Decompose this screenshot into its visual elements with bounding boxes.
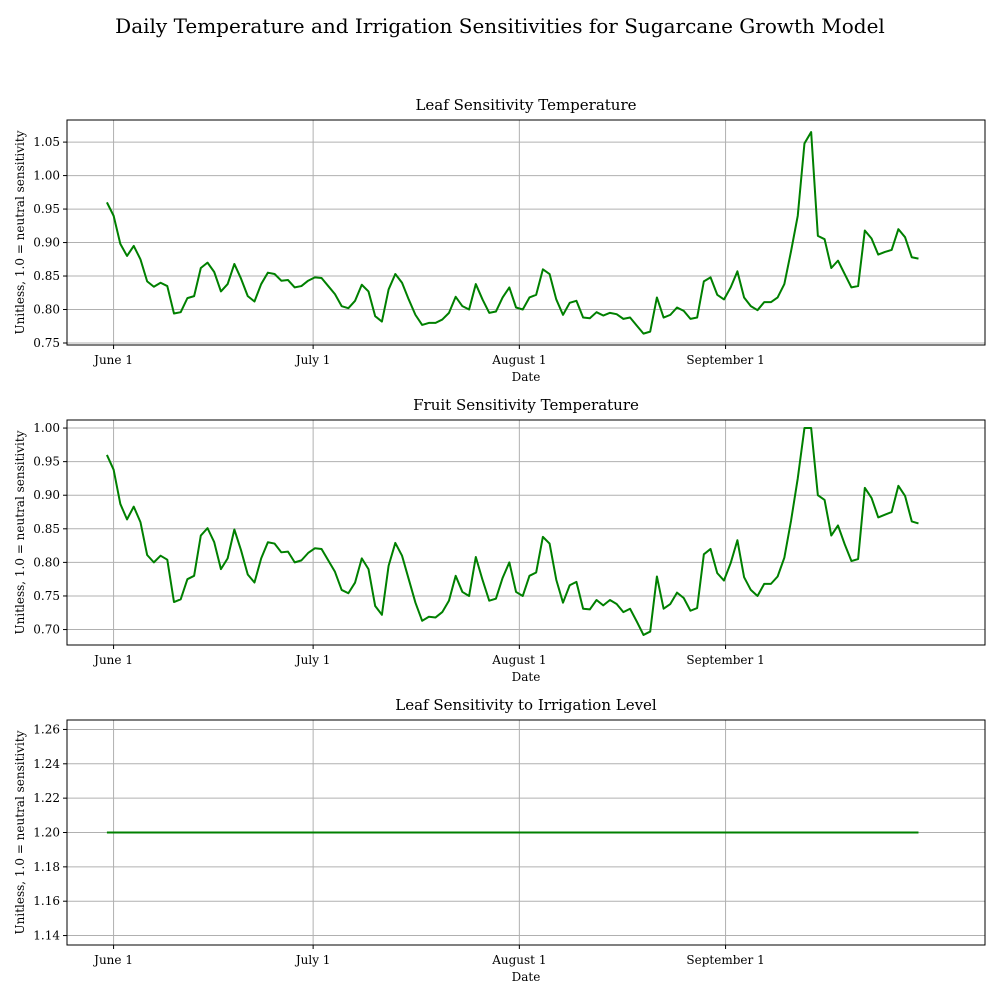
y-tick-label: 0.90 <box>33 236 60 250</box>
x-tick-label: July 1 <box>294 653 331 667</box>
panel-title: Fruit Sensitivity Temperature <box>413 396 639 414</box>
y-tick-label: 0.95 <box>33 455 60 469</box>
y-tick-label: 1.18 <box>33 860 60 874</box>
x-axis-label: Date <box>512 370 541 384</box>
y-tick-label: 1.16 <box>33 894 60 908</box>
chart-panel-1: June 1 July 1 August 1 September 1 0.75 0.80 0… <box>13 96 986 384</box>
x-tick-label: June 1 <box>92 653 133 667</box>
x-tick-label: July 1 <box>294 953 331 967</box>
y-tick-label: 1.00 <box>33 169 60 183</box>
y-tick-label: 0.75 <box>33 336 60 350</box>
x-tick-label: June 1 <box>92 953 133 967</box>
y-tick-label: 1.24 <box>33 757 60 771</box>
x-axis-label: Date <box>512 670 541 684</box>
y-tick-label: 0.70 <box>33 623 60 637</box>
x-tick-label: June 1 <box>92 353 133 367</box>
series-line <box>105 427 919 636</box>
x-tick-label: August 1 <box>491 353 546 367</box>
panel-title: Leaf Sensitivity Temperature <box>415 96 636 114</box>
figure-title: Daily Temperature and Irrigation Sensiti… <box>115 14 885 38</box>
y-tick-label: 1.00 <box>33 421 60 435</box>
x-tick-label: September 1 <box>686 353 764 367</box>
x-tick-label: July 1 <box>294 353 331 367</box>
x-axis-label: Date <box>512 970 541 984</box>
x-tick-label: September 1 <box>686 653 764 667</box>
y-axis-label: Unitless, 1.0 = neutral sensitivity <box>13 130 27 334</box>
y-tick-label: 1.14 <box>33 929 60 943</box>
chart-panel-2: June 1 July 1 August 1 September 1 0.70 0.75 0… <box>13 396 986 684</box>
panel-title: Leaf Sensitivity to Irrigation Level <box>395 696 657 714</box>
series-line <box>106 131 919 335</box>
y-axis-label: Unitless, 1.0 = neutral sensitivity <box>13 730 27 934</box>
y-tick-label: 0.80 <box>33 303 60 317</box>
y-tick-label: 0.75 <box>33 589 60 603</box>
plot-frame <box>66 419 986 646</box>
plot-frame <box>66 119 986 346</box>
y-tick-label: 0.85 <box>33 522 60 536</box>
chart-panel-3: June 1 July 1 August 1 September 1 1.14 1.16 1… <box>13 696 986 984</box>
y-tick-label: 1.22 <box>33 791 60 805</box>
y-tick-label: 0.85 <box>33 269 60 283</box>
y-tick-label: 1.05 <box>33 135 60 149</box>
x-tick-label: August 1 <box>491 653 546 667</box>
x-tick-label: August 1 <box>491 953 546 967</box>
x-tick-label: September 1 <box>686 953 764 967</box>
y-tick-label: 0.95 <box>33 202 60 216</box>
y-tick-label: 1.20 <box>33 826 60 840</box>
y-axis-label: Unitless, 1.0 = neutral sensitivity <box>13 430 27 634</box>
y-tick-label: 1.26 <box>33 722 60 736</box>
y-tick-label: 0.90 <box>33 488 60 502</box>
y-tick-label: 0.80 <box>33 555 60 569</box>
